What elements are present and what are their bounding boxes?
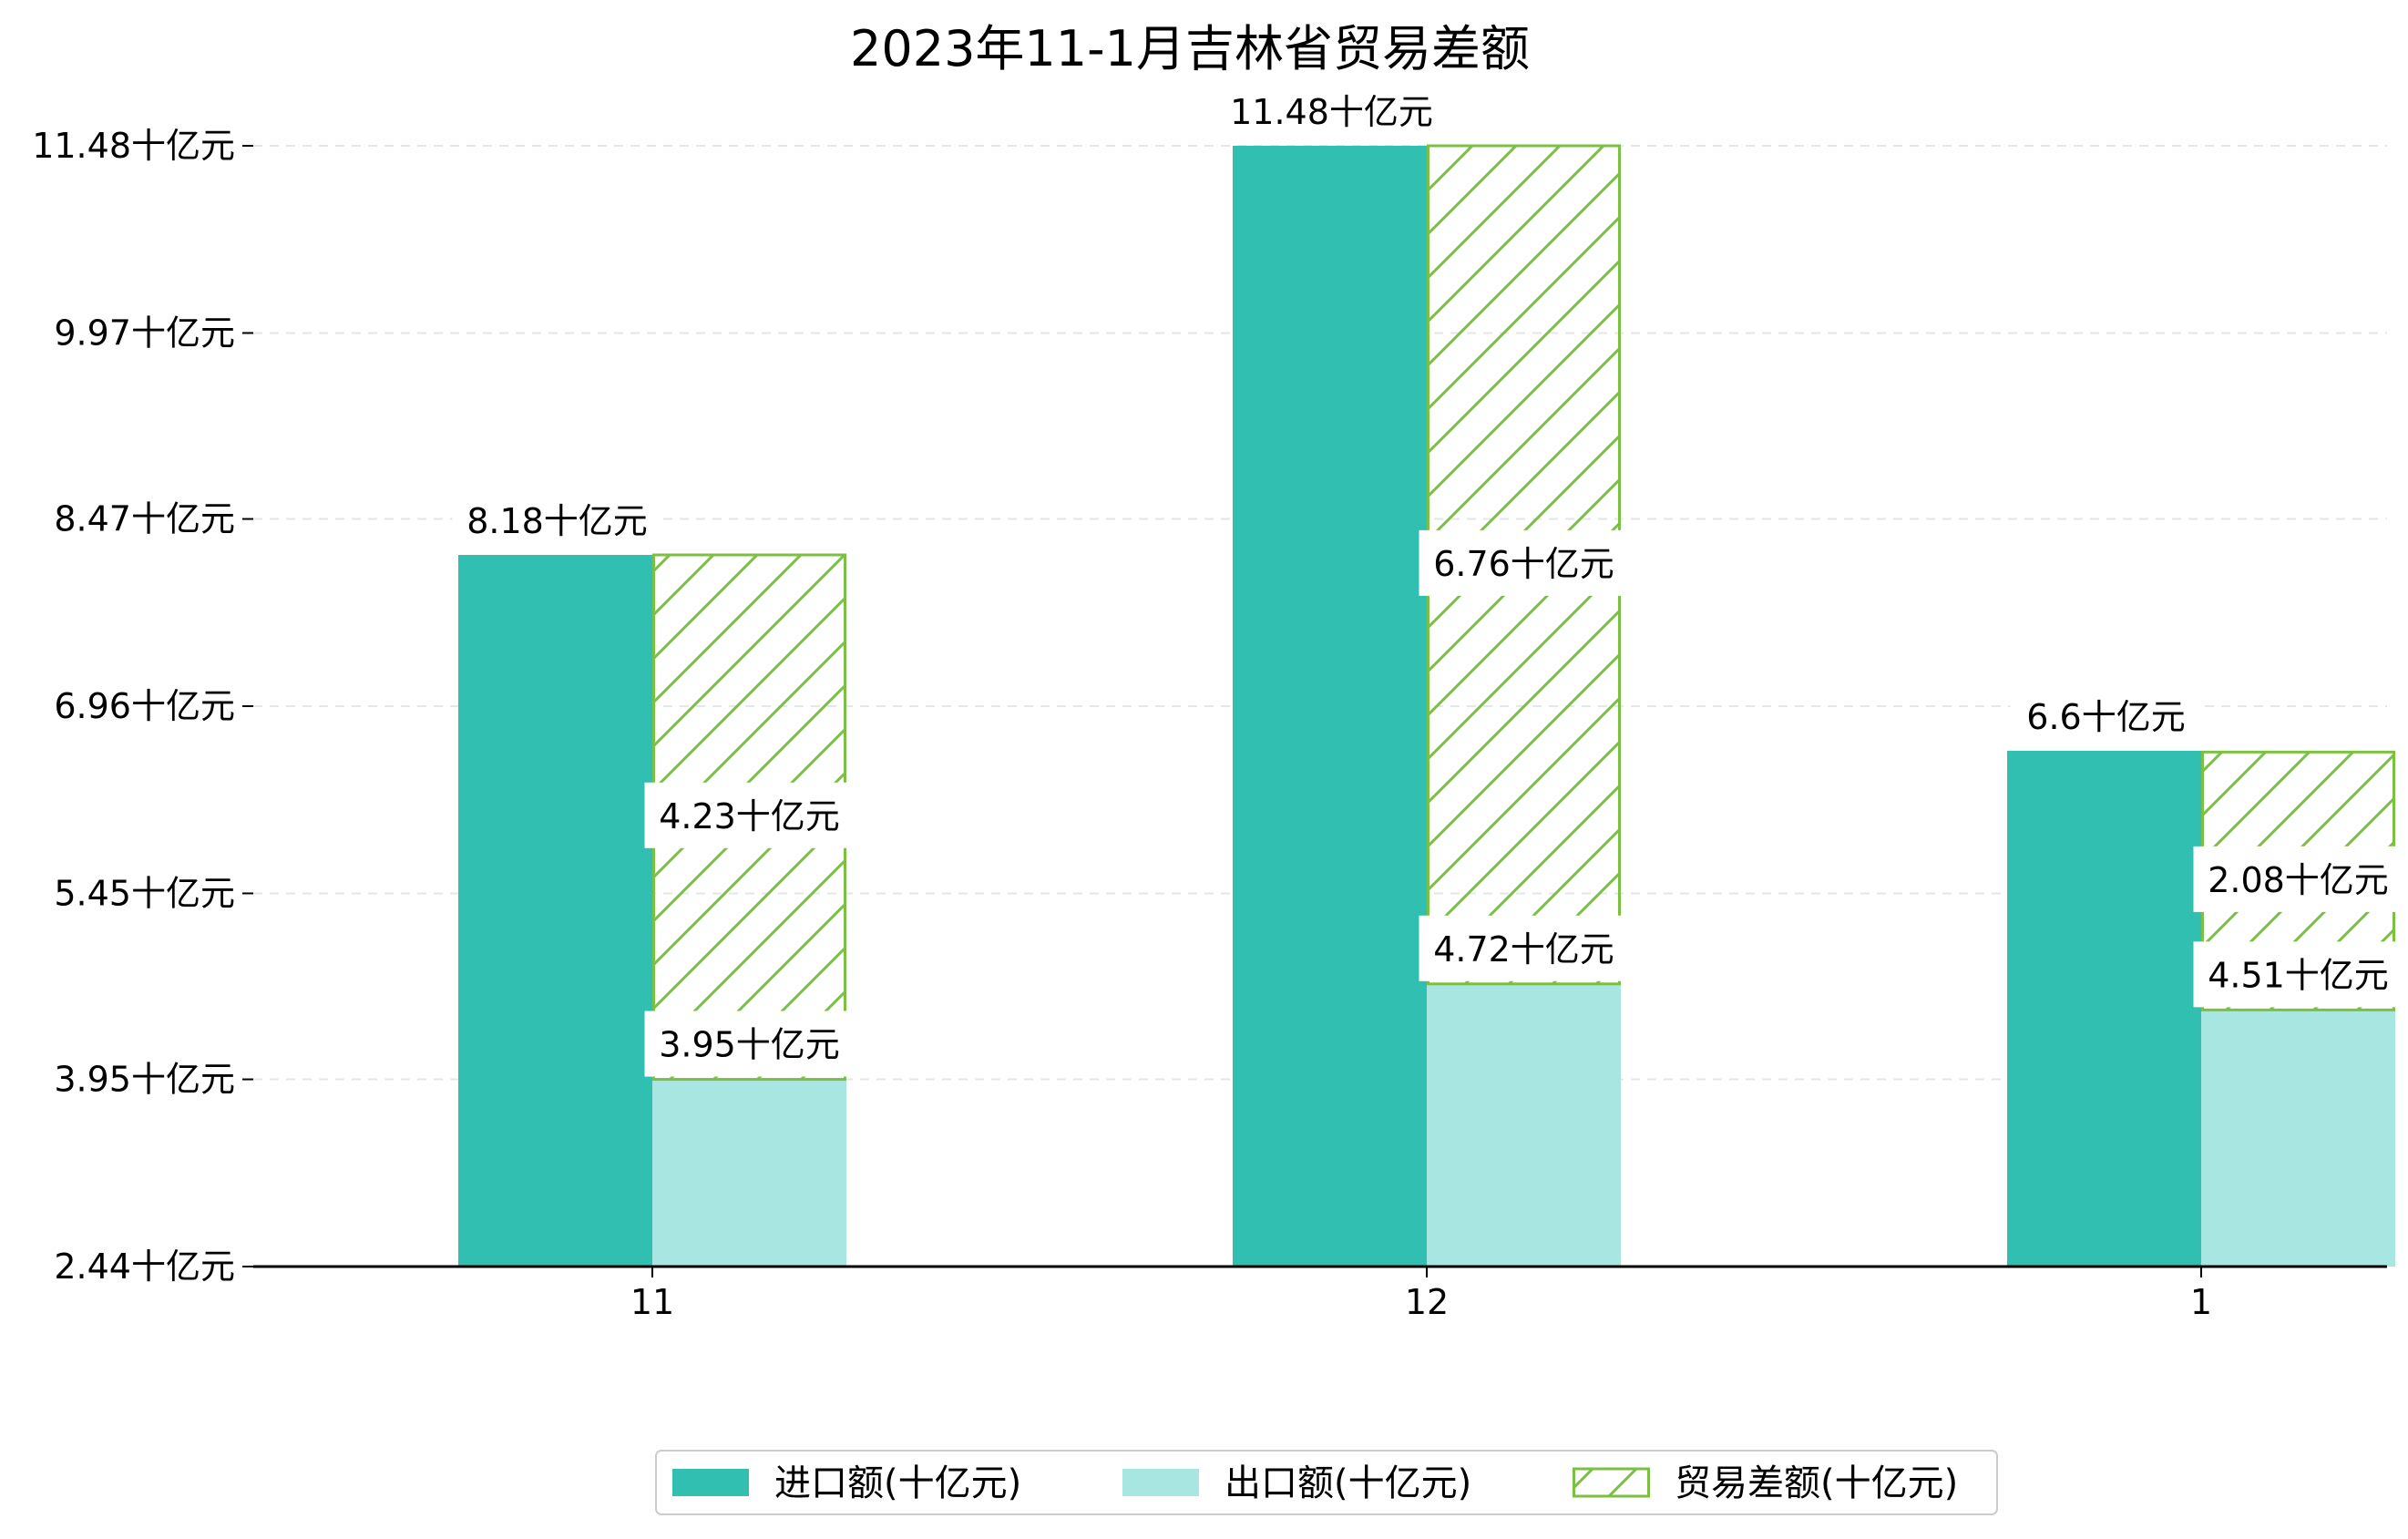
label-import-1-bg — [2010, 682, 2202, 749]
legend-export: 出口额(十亿元) — [1122, 1462, 1471, 1504]
label-import-1: 6.6十亿元 — [2026, 697, 2185, 737]
label-export-11: 3.95十亿元 — [659, 1025, 840, 1065]
label-balance-12: 6.76十亿元 — [1433, 544, 1614, 584]
label-balance-1: 2.08十亿元 — [2208, 860, 2389, 900]
label-import-11: 8.18十亿元 — [466, 501, 648, 541]
legend-balance-label: 贸易差额(十亿元) — [1675, 1462, 1958, 1504]
label-balance-11: 4.23十亿元 — [659, 796, 840, 836]
y-tick-label: 6.96十亿元 — [54, 686, 235, 726]
label-balance-1-bg — [2193, 846, 2403, 912]
legend-balance-swatch — [1573, 1467, 1650, 1498]
y-tick-label: 5.45十亿元 — [54, 873, 235, 913]
bar-export-12 — [1427, 983, 1621, 1267]
bar-export-1 — [2201, 1010, 2395, 1267]
label-import-12: 11.48十亿元 — [1230, 92, 1433, 132]
label-export-1-bg — [2193, 941, 2403, 1008]
legend: 进口额(十亿元) 出口额(十亿元) 贸易差额(十亿元) — [655, 1450, 1998, 1515]
y-tick-label: 3.95十亿元 — [54, 1060, 235, 1100]
legend-export-label: 出口额(十亿元) — [1224, 1462, 1471, 1504]
label-export-12-bg — [1419, 915, 1629, 981]
legend-import-label: 进口额(十亿元) — [774, 1462, 1021, 1504]
y-tick-label: 9.97十亿元 — [54, 313, 235, 353]
x-tick-label: 1 — [2190, 1282, 2212, 1322]
label-import-11-bg — [452, 487, 662, 554]
label-balance-11-bg — [644, 782, 855, 848]
label-import-12-bg — [1217, 78, 1446, 144]
legend-export-swatch — [1122, 1469, 1199, 1496]
legend-import-swatch — [672, 1469, 749, 1496]
bar-import-12 — [1233, 146, 1427, 1267]
legend-import: 进口额(十亿元) — [672, 1462, 1021, 1504]
bar-export-11 — [652, 1079, 846, 1267]
chart-title: 2023年11-1月吉林省贸易差额 — [850, 20, 1530, 77]
legend-balance: 贸易差额(十亿元) — [1573, 1462, 1958, 1504]
label-export-12: 4.72十亿元 — [1433, 929, 1614, 970]
y-tick-label: 11.48十亿元 — [32, 126, 235, 166]
legend-frame — [655, 1450, 1998, 1515]
label-export-1: 4.51十亿元 — [2208, 955, 2389, 995]
bar-import-1 — [2007, 750, 2201, 1267]
data-labels: 8.18十亿元 3.95十亿元 4.23十亿元 11.48十亿元 4.72十亿元 6.76… — [452, 78, 2403, 1077]
bar-import-11 — [458, 555, 652, 1267]
x-tick-label: 12 — [1405, 1282, 1449, 1322]
label-export-11-bg — [644, 1011, 855, 1077]
x-tick-label: 11 — [630, 1282, 674, 1322]
axes: 2.44十亿元 3.95十亿元 5.45十亿元 6.96十亿元 8.47十亿元 9.97十… — [32, 126, 2387, 1322]
y-tick-label: 8.47十亿元 — [54, 499, 235, 539]
label-balance-12-bg — [1419, 529, 1629, 596]
y-tick-label: 2.44十亿元 — [54, 1247, 235, 1287]
